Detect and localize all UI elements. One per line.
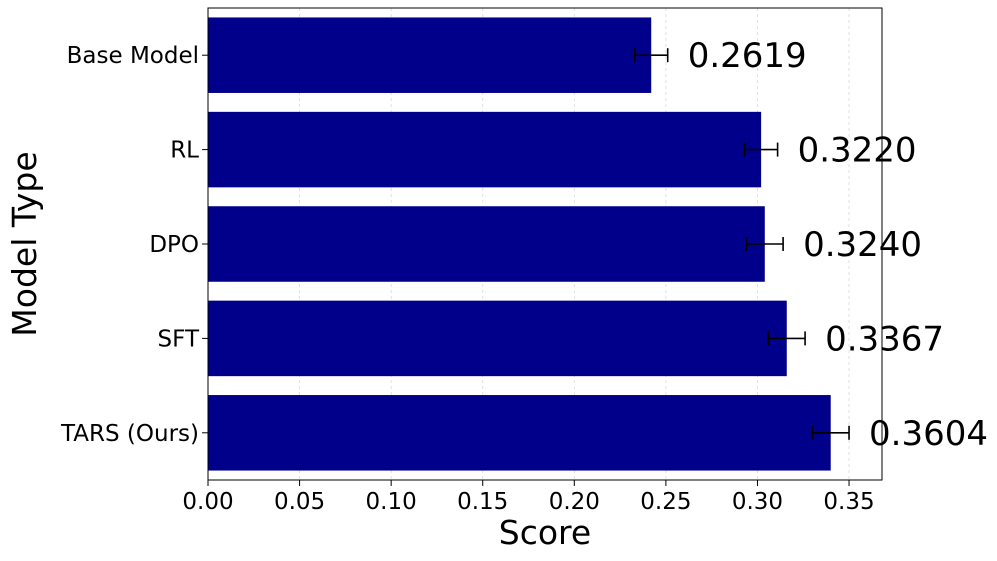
x-tick-label: 0.35: [823, 489, 874, 515]
data-label: 0.3220: [798, 131, 917, 171]
bar: [208, 300, 787, 377]
x-tick-label: 0.15: [457, 489, 508, 515]
y-tick-label: RL: [170, 138, 199, 164]
x-tick-label: 0.10: [366, 489, 417, 515]
x-axis-ticks: 0.00 0.05 0.10 0.15 0.20 0.25 0.30 0.35: [182, 480, 875, 515]
x-tick-label: 0.20: [549, 489, 600, 515]
data-labels: 0.2619 0.3220 0.3240 0.3367 0.3604: [688, 36, 988, 454]
x-axis-title: Score: [499, 513, 591, 552]
x-tick-label: 0.30: [732, 489, 783, 515]
bar: [208, 111, 762, 188]
y-tick-label: Base Model: [67, 43, 199, 69]
y-tick-label: TARS (Ours): [60, 421, 199, 447]
bars: [208, 17, 831, 471]
bar: [208, 17, 652, 93]
y-axis-ticks: Base Model RL DPO SFT TARS (Ours): [60, 43, 208, 447]
x-tick-label: 0.00: [182, 489, 233, 515]
data-label: 0.3240: [803, 225, 922, 265]
y-tick-label: DPO: [149, 232, 199, 258]
y-tick-label: SFT: [158, 326, 200, 352]
x-tick-label: 0.05: [274, 489, 325, 515]
x-tick-label: 0.25: [640, 489, 691, 515]
error-bars: [633, 48, 850, 440]
data-label: 0.3604: [869, 414, 988, 454]
data-label: 0.3367: [825, 319, 944, 359]
y-axis-title: Model Type: [5, 151, 44, 336]
bar: [208, 395, 831, 471]
bar: [208, 206, 765, 282]
data-label: 0.2619: [688, 36, 807, 76]
